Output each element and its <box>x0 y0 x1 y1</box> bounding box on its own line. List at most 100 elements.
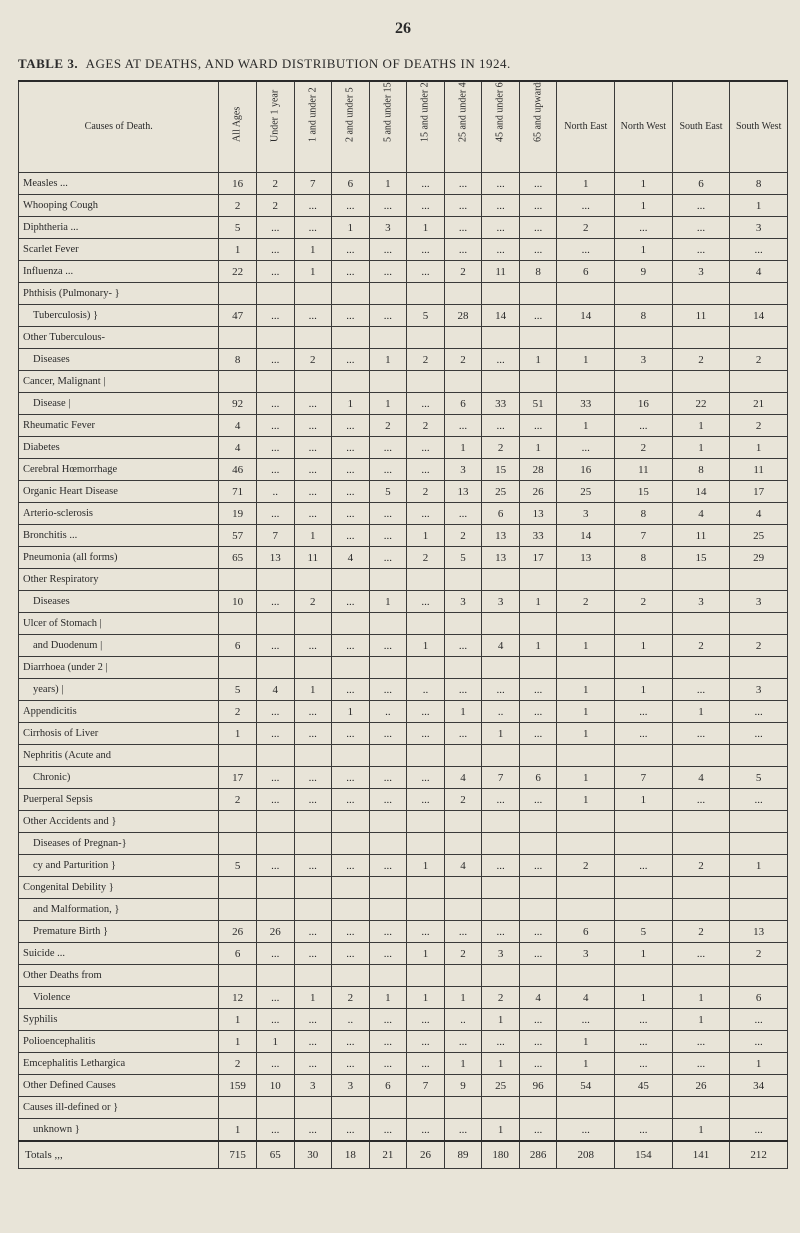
data-cell: ... <box>519 1031 557 1053</box>
table-row: Diarrhoea (under 2 | <box>19 657 788 679</box>
table-row: Suicide ...6............123...31...2 <box>19 943 788 965</box>
data-cell: 17 <box>730 481 788 503</box>
data-cell <box>615 613 673 635</box>
data-cell: 3 <box>672 591 730 613</box>
data-cell: ... <box>482 1031 520 1053</box>
table-row: unknown }1..................1.........1.… <box>19 1119 788 1142</box>
data-cell: 1 <box>369 173 407 195</box>
data-cell: 4 <box>730 261 788 283</box>
data-cell: 3 <box>557 503 615 525</box>
data-cell: 6 <box>219 943 257 965</box>
col-65-up: 65 and upwards <box>519 81 557 173</box>
data-cell <box>482 283 520 305</box>
cause-cell: Measles ... <box>19 173 219 195</box>
data-cell: ... <box>407 173 445 195</box>
data-cell: 11 <box>672 525 730 547</box>
data-cell <box>730 833 788 855</box>
data-cell <box>519 877 557 899</box>
data-cell: ... <box>615 217 673 239</box>
data-cell: 2 <box>294 591 332 613</box>
data-cell: 13 <box>482 547 520 569</box>
data-cell: ... <box>557 195 615 217</box>
data-cell: 1 <box>482 723 520 745</box>
data-cell: 26 <box>519 481 557 503</box>
data-cell <box>557 965 615 987</box>
data-cell: ... <box>294 195 332 217</box>
data-cell: 1 <box>557 1053 615 1075</box>
data-cell <box>219 657 257 679</box>
data-cell: 1 <box>672 987 730 1009</box>
data-cell: ... <box>615 1053 673 1075</box>
data-cell: 5 <box>219 855 257 877</box>
data-cell: 4 <box>730 503 788 525</box>
data-cell: ... <box>557 239 615 261</box>
data-cell: 22 <box>672 393 730 415</box>
data-cell <box>557 745 615 767</box>
cause-cell: Pneumonia (all forms) <box>19 547 219 569</box>
cause-cell: Scarlet Fever <box>19 239 219 261</box>
data-cell: ... <box>730 1031 788 1053</box>
data-cell: 1 <box>730 855 788 877</box>
data-cell <box>444 569 482 591</box>
data-cell: 1 <box>557 789 615 811</box>
data-cell: 1 <box>557 349 615 371</box>
data-cell: ... <box>256 393 294 415</box>
data-cell <box>730 371 788 393</box>
data-cell <box>294 327 332 349</box>
data-cell <box>219 569 257 591</box>
data-cell: 1 <box>482 1053 520 1075</box>
data-cell: ... <box>369 789 407 811</box>
cause-cell: Other Defined Causes <box>19 1075 219 1097</box>
data-cell: ... <box>482 173 520 195</box>
cause-cell: Arterio-sclerosis <box>19 503 219 525</box>
cause-cell: Diarrhoea (under 2 | <box>19 657 219 679</box>
data-cell: 4 <box>672 503 730 525</box>
data-cell: ... <box>294 459 332 481</box>
data-cell: ... <box>256 723 294 745</box>
data-cell: 1 <box>219 1009 257 1031</box>
data-cell <box>444 833 482 855</box>
cause-cell: Phthisis (Pulmonary- } <box>19 283 219 305</box>
data-cell <box>407 657 445 679</box>
data-cell <box>672 657 730 679</box>
cause-cell: Premature Birth } <box>19 921 219 943</box>
data-cell: ... <box>294 437 332 459</box>
data-cell: ... <box>256 701 294 723</box>
totals-a1: 30 <box>294 1141 332 1169</box>
cause-cell: and Duodenum | <box>19 635 219 657</box>
data-cell: 54 <box>557 1075 615 1097</box>
data-cell: ... <box>519 1119 557 1142</box>
cause-cell: Chronic) <box>19 767 219 789</box>
cause-cell: Puerperal Sepsis <box>19 789 219 811</box>
data-cell <box>332 371 370 393</box>
data-cell <box>219 811 257 833</box>
data-cell: ... <box>730 723 788 745</box>
data-cell: 1 <box>730 437 788 459</box>
data-cell: 15 <box>482 459 520 481</box>
col-u1: Under 1 year <box>256 81 294 173</box>
data-cell: 8 <box>672 459 730 481</box>
data-cell: ... <box>294 1053 332 1075</box>
data-cell: 3 <box>294 1075 332 1097</box>
data-cell <box>615 1097 673 1119</box>
data-cell <box>557 371 615 393</box>
data-cell: 6 <box>482 503 520 525</box>
cause-cell: and Malformation, } <box>19 899 219 921</box>
totals-nw: 154 <box>615 1141 673 1169</box>
data-cell: ... <box>444 195 482 217</box>
table-row: Whooping Cough22........................… <box>19 195 788 217</box>
data-cell <box>519 657 557 679</box>
data-cell <box>256 657 294 679</box>
data-cell <box>482 327 520 349</box>
data-cell: ... <box>332 789 370 811</box>
table-header: Causes of Death. All Ages Under 1 year 1… <box>19 81 788 173</box>
data-cell: 5 <box>615 921 673 943</box>
data-cell: 2 <box>672 855 730 877</box>
data-cell: 1 <box>615 789 673 811</box>
data-cell: 46 <box>219 459 257 481</box>
data-cell <box>519 327 557 349</box>
data-cell <box>294 811 332 833</box>
data-cell: ... <box>332 503 370 525</box>
data-cell <box>672 811 730 833</box>
table-row: Influenza ...22...1.........21186934 <box>19 261 788 283</box>
